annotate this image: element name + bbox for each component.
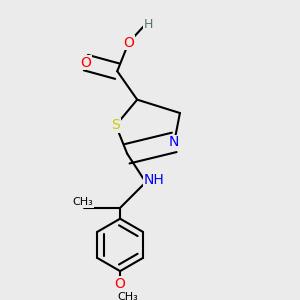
Text: O: O [115, 277, 125, 291]
Text: S: S [111, 118, 120, 132]
Text: O: O [123, 36, 134, 50]
Text: CH₃: CH₃ [118, 292, 138, 300]
Text: N: N [169, 135, 179, 149]
Text: NH: NH [143, 173, 164, 187]
Text: CH₃: CH₃ [73, 197, 93, 207]
Text: O: O [80, 56, 92, 70]
Text: H: H [144, 18, 153, 31]
